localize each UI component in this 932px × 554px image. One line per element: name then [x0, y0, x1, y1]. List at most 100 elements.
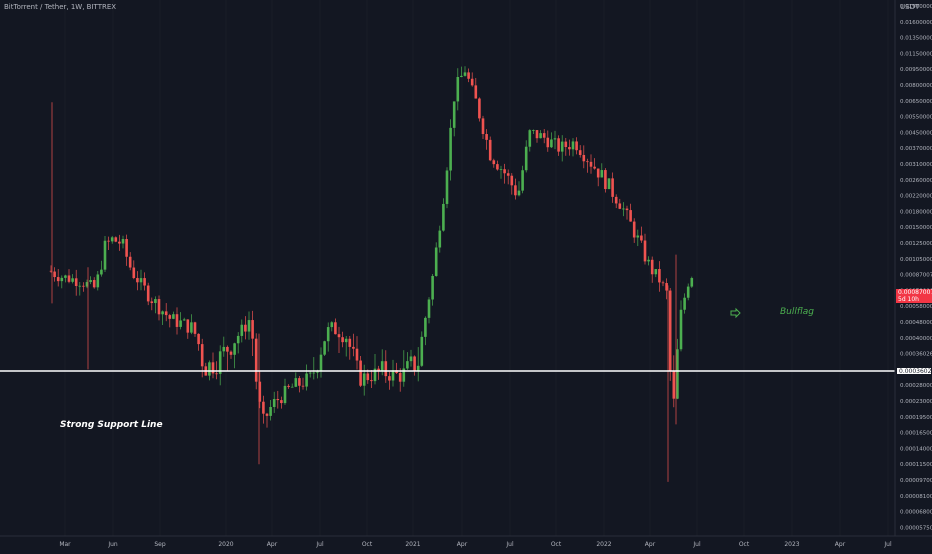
- candle-body: [593, 166, 596, 169]
- candle-body: [676, 349, 679, 399]
- y-tick-label: 0.00005750: [900, 525, 932, 531]
- candle-body: [222, 346, 226, 352]
- candle-body: [78, 285, 82, 287]
- x-tick-label: 2021: [405, 541, 420, 548]
- y-tick-label: 0.01900000: [900, 4, 932, 10]
- candle-body: [456, 77, 460, 102]
- candle-body: [337, 334, 341, 338]
- candle-body: [406, 361, 409, 369]
- candle-body: [506, 173, 510, 176]
- candle-body: [496, 164, 499, 170]
- candle-body: [236, 335, 240, 344]
- x-tick-label: Apr: [457, 541, 468, 548]
- x-axis[interactable]: Mar Jun Sep 2020 Apr Jul Oct 2021 Apr Jul Oct 2022 A…: [59, 541, 892, 548]
- y-tick-label: 0.00006800: [900, 510, 932, 516]
- candle-body: [71, 278, 74, 282]
- candle-body: [226, 346, 229, 352]
- candle-body: [665, 283, 668, 291]
- candle-body: [557, 138, 560, 152]
- y-tick-label: 0.00019500: [900, 415, 932, 421]
- candle-body: [53, 271, 56, 278]
- y-tick-label: 0.00310000: [900, 162, 932, 168]
- candle-body: [370, 380, 373, 382]
- candle-body: [218, 351, 222, 374]
- candle-body: [622, 208, 625, 210]
- candle-body: [499, 169, 503, 171]
- candle-body: [150, 301, 154, 304]
- candle-body: [528, 130, 532, 147]
- candle-body: [128, 256, 132, 268]
- candle-body: [168, 315, 172, 319]
- candle-body: [89, 280, 92, 283]
- candle-body: [348, 338, 352, 347]
- candle-body: [146, 285, 150, 302]
- candle-body: [182, 319, 186, 321]
- candle-body: [535, 130, 539, 139]
- candle-body: [485, 134, 488, 140]
- candle-body: [272, 399, 276, 408]
- x-tick-label: Jul: [883, 541, 892, 548]
- x-tick-label: Jul: [315, 541, 324, 548]
- candle-body: [517, 190, 521, 196]
- candle-body: [470, 78, 474, 86]
- candle-body: [402, 368, 406, 382]
- candle-body: [686, 286, 690, 298]
- grid: [64, 0, 889, 536]
- candle-body: [186, 319, 190, 333]
- candle-body: [672, 371, 676, 399]
- candle-body: [452, 101, 456, 128]
- x-tick-label: Jul: [692, 541, 701, 548]
- candle-body: [611, 178, 614, 197]
- candle-body: [121, 239, 125, 244]
- candle-body: [265, 413, 269, 416]
- candle-body: [359, 360, 362, 386]
- candle-body: [668, 290, 672, 372]
- candle-body: [521, 170, 524, 191]
- candle-body: [478, 98, 481, 119]
- candle-body: [233, 343, 236, 355]
- bullflag-annotation[interactable]: Bullflag: [780, 307, 814, 317]
- y-tick-label: 0.00370000: [900, 146, 932, 152]
- support-annotation[interactable]: Strong Support Line: [60, 420, 163, 430]
- y-tick-label: 0.00036026: [900, 352, 932, 358]
- candle-body: [629, 210, 632, 222]
- candle-body: [49, 270, 53, 272]
- y-tick-label: 0.00011500: [900, 462, 932, 468]
- candle-body: [449, 127, 452, 171]
- candle-body: [424, 317, 427, 337]
- candle-body: [643, 240, 647, 262]
- candle-body: [283, 385, 287, 404]
- candle-body: [564, 141, 568, 148]
- current-price-tag: 0.00087007 5d 10h: [896, 289, 932, 303]
- candle-body: [362, 373, 366, 386]
- candle-body: [640, 235, 643, 241]
- y-tick-label: 0.01350000: [900, 36, 932, 42]
- symbol-title: BitTorrent / Tether, 1W, BITTREX: [4, 3, 117, 11]
- candle-body: [438, 230, 442, 248]
- y-tick-label: 0.00016500: [900, 431, 932, 437]
- candle-body: [82, 285, 85, 287]
- candle-body: [618, 203, 622, 209]
- candle-body: [276, 399, 280, 401]
- candle-body: [208, 362, 211, 376]
- candle-body: [211, 362, 215, 374]
- candle-body: [96, 274, 100, 288]
- candle-body: [539, 133, 542, 139]
- candle-body: [344, 338, 348, 343]
- candle-body: [280, 400, 283, 404]
- y-axis[interactable]: 0.01900000 0.01600000 0.01350000 0.01150000…: [900, 4, 932, 531]
- candle-body: [650, 259, 654, 275]
- x-tick-label: Oct: [739, 541, 750, 548]
- candle-body: [542, 133, 546, 138]
- candle-body: [294, 378, 298, 387]
- candle-body: [164, 311, 168, 316]
- candle-body: [658, 269, 661, 283]
- candle-body: [636, 235, 640, 238]
- candle-body: [625, 208, 629, 211]
- candle-body: [388, 376, 391, 381]
- candle-body: [229, 351, 233, 355]
- candle-body: [323, 341, 326, 355]
- candle-body: [74, 278, 78, 286]
